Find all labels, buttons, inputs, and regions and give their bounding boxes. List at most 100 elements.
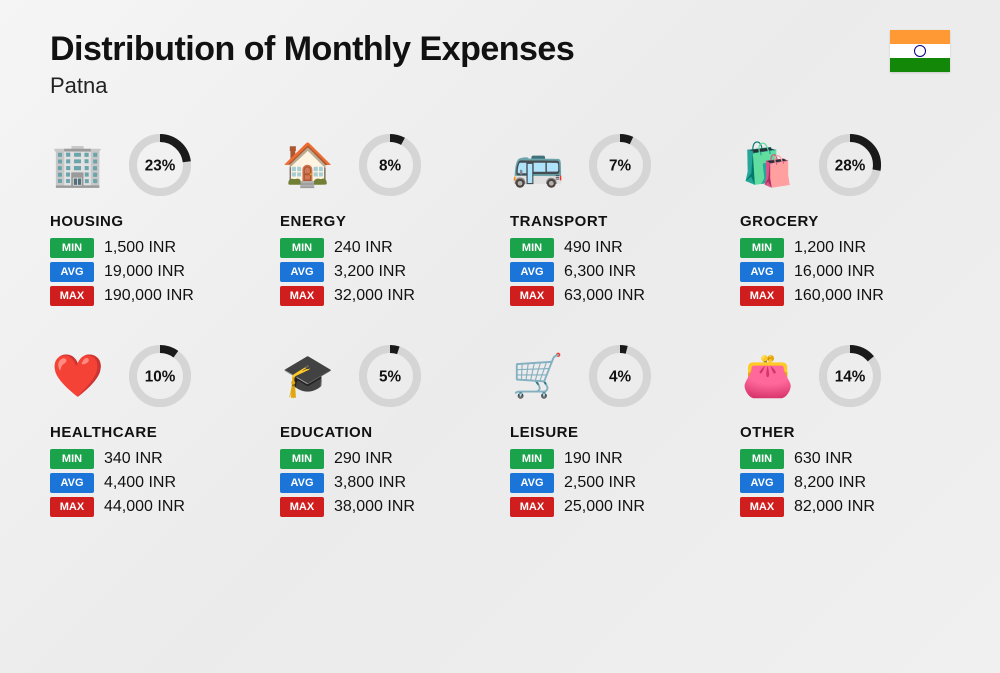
min-value: 240 INR: [334, 239, 393, 257]
max-badge: MAX: [740, 286, 784, 306]
avg-value: 8,200 INR: [794, 474, 866, 492]
max-value: 190,000 INR: [104, 287, 194, 305]
min-badge: MIN: [740, 449, 784, 469]
category-icon: 🏠: [280, 137, 336, 193]
stat-row-min: MIN 1,500 INR: [50, 238, 260, 258]
min-badge: MIN: [280, 449, 324, 469]
stat-row-min: MIN 1,200 INR: [740, 238, 950, 258]
stat-row-avg: AVG 3,200 INR: [280, 262, 490, 282]
avg-value: 3,800 INR: [334, 474, 406, 492]
max-value: 32,000 INR: [334, 287, 415, 305]
category-card: 🛍️ 28% GROCERY MIN 1,200 INR AVG 16,000 …: [740, 129, 950, 310]
card-top: 🛍️ 28%: [740, 129, 950, 201]
category-card: ❤️ 10% HEALTHCARE MIN 340 INR AVG 4,400 …: [50, 340, 260, 521]
max-badge: MAX: [50, 497, 94, 517]
percent-label: 10%: [145, 368, 176, 385]
min-badge: MIN: [740, 238, 784, 258]
card-top: 🚌 7%: [510, 129, 720, 201]
category-icon: 👛: [740, 348, 796, 404]
flag-saffron-stripe: [890, 30, 950, 44]
avg-value: 19,000 INR: [104, 263, 185, 281]
percent-label: 23%: [145, 157, 176, 174]
max-value: 25,000 INR: [564, 498, 645, 516]
percent-donut: 28%: [814, 129, 886, 201]
max-badge: MAX: [510, 286, 554, 306]
avg-badge: AVG: [280, 262, 324, 282]
category-icon: 🎓: [280, 348, 336, 404]
avg-value: 6,300 INR: [564, 263, 636, 281]
stat-row-avg: AVG 4,400 INR: [50, 473, 260, 493]
percent-label: 28%: [835, 157, 866, 174]
card-top: ❤️ 10%: [50, 340, 260, 412]
percent-label: 8%: [379, 157, 401, 174]
percent-donut: 23%: [124, 129, 196, 201]
stat-row-avg: AVG 6,300 INR: [510, 262, 720, 282]
avg-badge: AVG: [510, 473, 554, 493]
percent-donut: 8%: [354, 129, 426, 201]
card-top: 🛒 4%: [510, 340, 720, 412]
stat-row-avg: AVG 19,000 INR: [50, 262, 260, 282]
category-icon: 🚌: [510, 137, 566, 193]
stat-row-avg: AVG 2,500 INR: [510, 473, 720, 493]
stat-row-avg: AVG 16,000 INR: [740, 262, 950, 282]
card-top: 👛 14%: [740, 340, 950, 412]
category-name: HEALTHCARE: [50, 424, 260, 441]
category-card: 🏠 8% ENERGY MIN 240 INR AVG 3,200 INR MA…: [280, 129, 490, 310]
page-title: Distribution of Monthly Expenses: [50, 30, 574, 69]
category-card: 🛒 4% LEISURE MIN 190 INR AVG 2,500 INR M…: [510, 340, 720, 521]
min-value: 490 INR: [564, 239, 623, 257]
stat-row-max: MAX 63,000 INR: [510, 286, 720, 306]
min-value: 1,500 INR: [104, 239, 176, 257]
header: Distribution of Monthly Expenses Patna: [50, 30, 950, 99]
flag-chakra-icon: [914, 45, 926, 57]
avg-badge: AVG: [510, 262, 554, 282]
percent-donut: 4%: [584, 340, 656, 412]
category-icon: ❤️: [50, 348, 106, 404]
percent-label: 4%: [609, 368, 631, 385]
stat-row-max: MAX 32,000 INR: [280, 286, 490, 306]
stat-row-avg: AVG 8,200 INR: [740, 473, 950, 493]
avg-badge: AVG: [740, 473, 784, 493]
category-name: GROCERY: [740, 213, 950, 230]
min-badge: MIN: [510, 238, 554, 258]
percent-donut: 7%: [584, 129, 656, 201]
percent-label: 5%: [379, 368, 401, 385]
min-value: 340 INR: [104, 450, 163, 468]
page-subtitle: Patna: [50, 73, 574, 99]
category-icon: 🏢: [50, 137, 106, 193]
min-badge: MIN: [50, 449, 94, 469]
min-value: 1,200 INR: [794, 239, 866, 257]
max-badge: MAX: [50, 286, 94, 306]
avg-value: 16,000 INR: [794, 263, 875, 281]
min-value: 630 INR: [794, 450, 853, 468]
max-value: 82,000 INR: [794, 498, 875, 516]
stat-row-max: MAX 25,000 INR: [510, 497, 720, 517]
flag-white-stripe: [890, 44, 950, 58]
category-card: 🚌 7% TRANSPORT MIN 490 INR AVG 6,300 INR…: [510, 129, 720, 310]
avg-badge: AVG: [50, 473, 94, 493]
percent-donut: 5%: [354, 340, 426, 412]
stat-row-max: MAX 190,000 INR: [50, 286, 260, 306]
max-badge: MAX: [280, 286, 324, 306]
max-badge: MAX: [280, 497, 324, 517]
avg-badge: AVG: [740, 262, 784, 282]
max-value: 44,000 INR: [104, 498, 185, 516]
category-card: 🎓 5% EDUCATION MIN 290 INR AVG 3,800 INR…: [280, 340, 490, 521]
stat-row-min: MIN 290 INR: [280, 449, 490, 469]
min-badge: MIN: [280, 238, 324, 258]
category-name: LEISURE: [510, 424, 720, 441]
category-name: ENERGY: [280, 213, 490, 230]
avg-value: 2,500 INR: [564, 474, 636, 492]
category-card: 👛 14% OTHER MIN 630 INR AVG 8,200 INR MA…: [740, 340, 950, 521]
stat-row-avg: AVG 3,800 INR: [280, 473, 490, 493]
percent-label: 7%: [609, 157, 631, 174]
avg-value: 3,200 INR: [334, 263, 406, 281]
percent-label: 14%: [835, 368, 866, 385]
card-top: 🏢 23%: [50, 129, 260, 201]
card-top: 🏠 8%: [280, 129, 490, 201]
stat-row-max: MAX 160,000 INR: [740, 286, 950, 306]
category-name: EDUCATION: [280, 424, 490, 441]
stat-row-min: MIN 240 INR: [280, 238, 490, 258]
max-badge: MAX: [510, 497, 554, 517]
max-value: 38,000 INR: [334, 498, 415, 516]
